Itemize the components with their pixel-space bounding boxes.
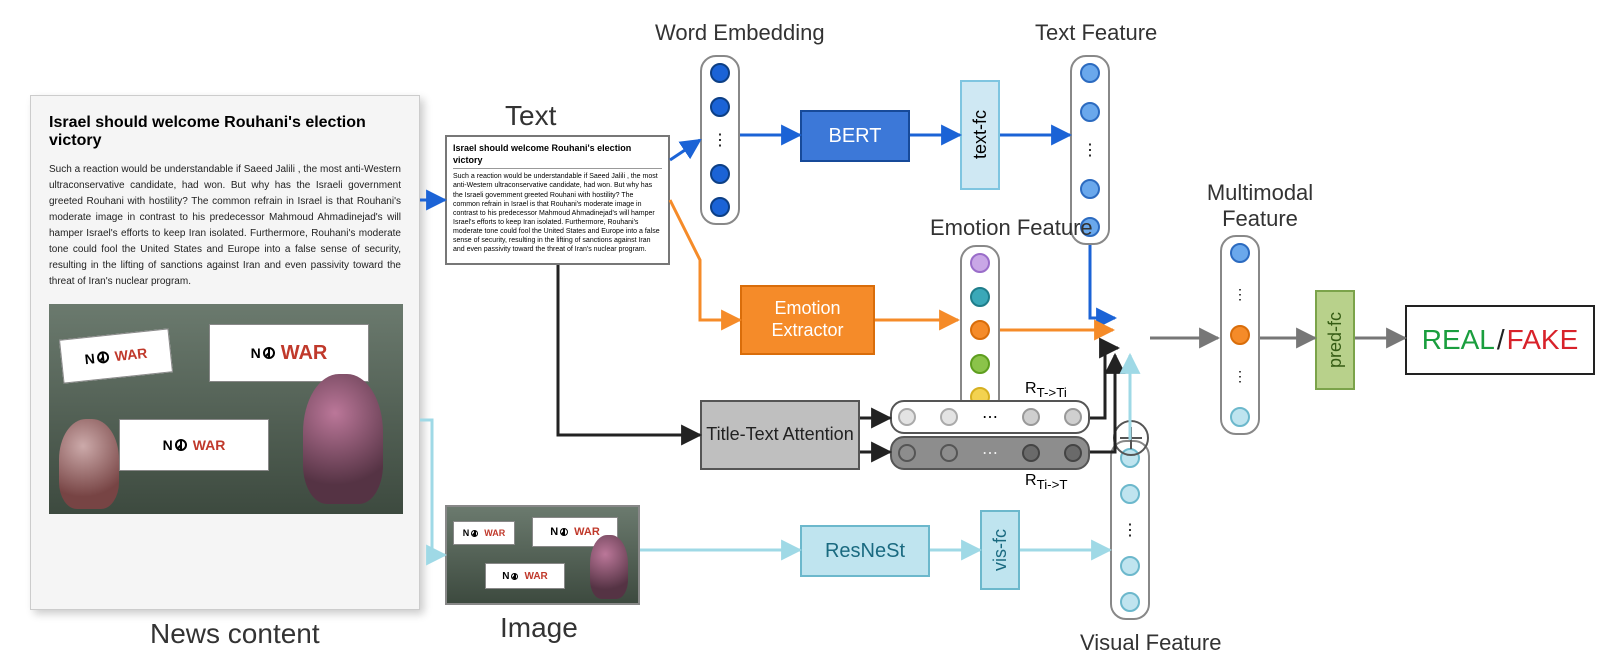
dots-icon: ⋮ [1122,520,1138,540]
dots-icon: ⋮ [1233,286,1247,303]
news-title: Israel should welcome Rouhani's election… [49,114,401,150]
dots-icon: ⋮ [712,130,728,150]
news-body: Such a reaction would be understandable … [49,162,401,290]
pred-fc-label: pred-fc [1325,312,1346,368]
text-feature-label: Text Feature [1035,20,1157,46]
att-c [1022,408,1040,426]
att-c [1064,444,1082,462]
att-c [898,444,916,462]
arrow [420,420,445,555]
text-card-title: Israel should welcome Rouhani's election… [453,143,662,169]
dots-icon: ⋮ [1233,368,1247,385]
att-c [898,408,916,426]
bert-label: BERT [829,125,882,148]
arrow [1090,355,1115,452]
rti-t-r: R [1025,472,1037,489]
word-embedding-label: Word Embedding [655,20,825,46]
ef-circle [970,320,990,340]
news-content-card: Israel should welcome Rouhani's election… [30,95,420,610]
title-text-attention-label: Title-Text Attention [706,424,853,446]
tf-circle [1080,179,1100,199]
emotion-extractor-block: Emotion Extractor [740,285,875,355]
output-box: REAL / FAKE [1405,305,1595,375]
att-c [940,408,958,426]
image-label: Image [500,612,578,644]
vf-circle [1120,592,1140,612]
rti-t-sub: Ti->T [1037,477,1068,492]
output-fake: FAKE [1507,324,1579,356]
multimodal-feature-label: Multimodal Feature [1190,180,1330,232]
arrow [1090,348,1118,418]
mm-circle [1230,407,1250,427]
vis-fc-label: vis-fc [990,529,1011,571]
mm-circle [1230,243,1250,263]
dots-icon: ⋯ [982,407,998,427]
rt-ti-label: RT->Ti [1025,380,1067,400]
text-label: Text [505,100,556,132]
resnest-label: ResNeSt [825,540,905,563]
image-thumb: NWAR NWAR NWAR [445,505,640,605]
emb-circle [710,197,730,217]
word-embedding-vector: ⋮ [700,55,740,225]
news-content-label: News content [150,618,320,650]
tf-circle [1080,63,1100,83]
bert-block: BERT [800,110,910,162]
ef-circle [970,287,990,307]
text-fc-label: text-fc [970,110,991,159]
fusion-icon [1113,420,1149,456]
rti-t-label: RTi->T [1025,472,1068,492]
dots-icon: ⋮ [1082,140,1098,160]
vf-circle [1120,484,1140,504]
ef-circle [970,354,990,374]
att-c [1022,444,1040,462]
text-fc-block: text-fc [960,80,1000,190]
news-image: NWAR NWAR NWAR [49,304,403,514]
arrow [558,265,700,435]
vis-fc-block: vis-fc [980,510,1020,590]
rt-ti-sub: T->Ti [1037,385,1067,400]
text-card-body: Such a reaction would be understandable … [453,172,662,254]
text-card: Israel should welcome Rouhani's election… [445,135,670,265]
multimodal-feature-vector: ⋮ ⋮ [1220,235,1260,435]
ef-circle [970,253,990,273]
tf-circle [1080,102,1100,122]
emb-circle [710,97,730,117]
attention-row-bottom: ⋯ [890,436,1090,470]
rt-ti-r: R [1025,380,1037,397]
vf-circle [1120,556,1140,576]
emb-circle [710,164,730,184]
mm-circle [1230,325,1250,345]
arrow [1090,245,1115,318]
emotion-extractor-label: Emotion Extractor [742,298,873,341]
att-c [1064,408,1082,426]
output-real: REAL [1422,324,1495,356]
title-text-attention-block: Title-Text Attention [700,400,860,470]
resnest-block: ResNeSt [800,525,930,577]
att-c [940,444,958,462]
output-slash: / [1497,324,1505,356]
emotion-feature-vector [960,245,1000,415]
visual-feature-label: Visual Feature [1080,630,1221,656]
emotion-feature-label: Emotion Feature [930,215,1093,241]
pred-fc-block: pred-fc [1315,290,1355,390]
visual-feature-vector: ⋮ [1110,440,1150,620]
emb-circle [710,63,730,83]
attention-row-top: ⋯ [890,400,1090,434]
arrow [670,140,700,160]
dots-icon: ⋯ [982,443,998,463]
